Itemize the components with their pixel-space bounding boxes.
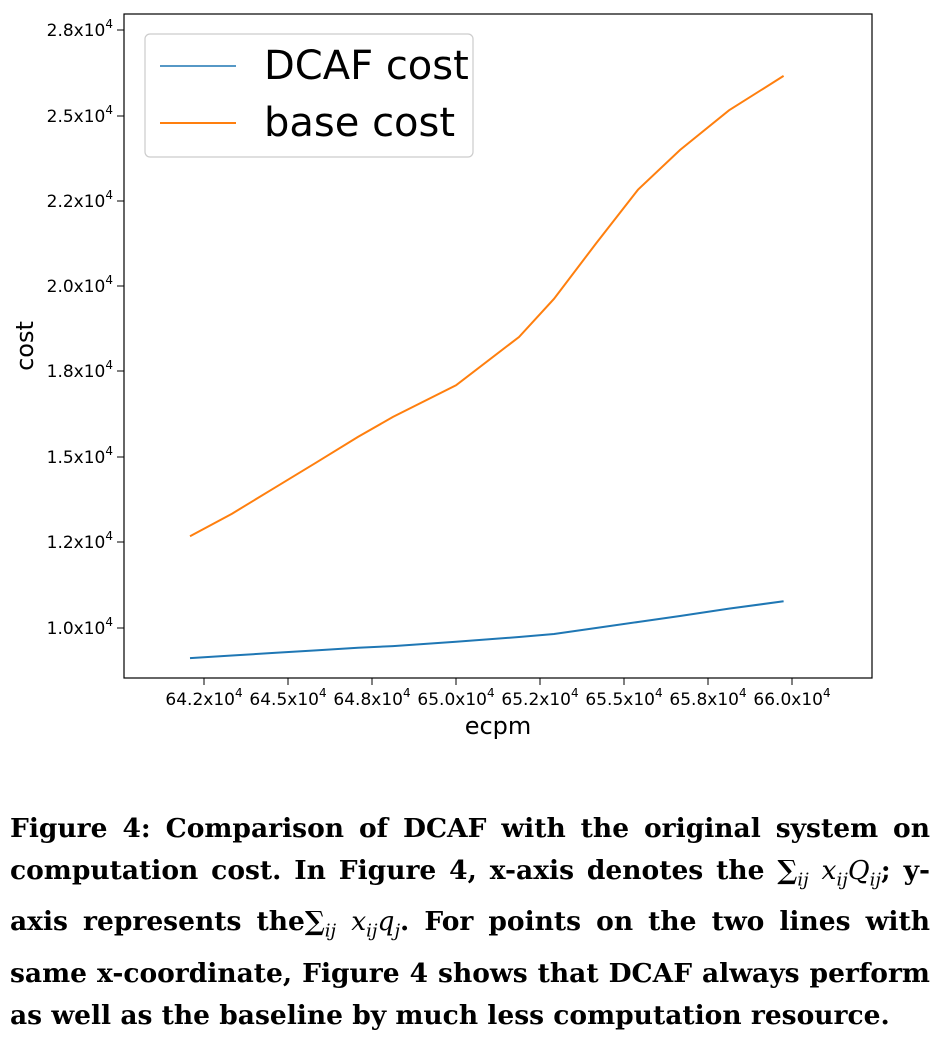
caption-line1: Comparison of DCAF with the original sys… [165, 813, 930, 844]
legend: DCAF cost base cost [144, 33, 474, 158]
x-tick-label: 65.8x104 [669, 686, 746, 710]
y-tick-label: 1.8x104 [47, 358, 113, 382]
legend-label-dcaf: DCAF cost [264, 43, 469, 89]
y-axis-label: cost [11, 321, 39, 371]
caption-label: Figure 4: [10, 813, 151, 844]
caption-line6: resource. [750, 999, 890, 1031]
series-line-base [189, 75, 785, 538]
x-tick-label: 66.0x104 [753, 686, 830, 710]
plot-frame [123, 13, 873, 679]
caption-line3: y-axis represents the [10, 855, 931, 938]
series-line-dcaf [189, 600, 784, 660]
y-tick-label: 2.0x104 [47, 273, 113, 297]
caption-line4: with same x-coordinate, Figure 4 shows t… [10, 906, 930, 989]
series-lines [189, 75, 785, 660]
legend-box [144, 33, 474, 158]
x-tick-label: 64.8x104 [333, 686, 410, 710]
caption-line3-rest: . For points on the two lines [400, 906, 851, 938]
x-axis-label: ecpm [465, 712, 532, 740]
y-tick-label: 1.5x104 [47, 444, 113, 468]
y-tick-label: 1.0x104 [47, 615, 113, 639]
x-axis-ticks: 64.2x104 64.5x104 64.8x104 65.0x104 65.2x104… [165, 678, 831, 710]
y-axis-ticks: 1.0x104 1.2x104 1.5x104 1.8x104 2.0x104 2.2x1… [47, 17, 124, 639]
x-tick-label: 65.2x104 [501, 686, 578, 710]
y-tick-label: 2.8x104 [47, 17, 113, 41]
y-tick-label: 2.5x104 [47, 103, 113, 127]
y-tick-label: 2.2x104 [47, 188, 113, 212]
x-tick-label: 64.5x104 [249, 686, 326, 710]
line-chart: 64.2x104 64.5x104 64.8x104 65.0x104 65.2x104… [11, 13, 873, 740]
caption-line5: perform as well as the baseline by much … [10, 957, 930, 1031]
y-tick-label: 1.2x104 [47, 529, 113, 553]
legend-label-base: base cost [264, 100, 455, 146]
caption-math-sum-Q: ∑ij xijQij; [777, 855, 891, 891]
x-tick-label: 65.0x104 [417, 686, 494, 710]
x-tick-label: 65.5x104 [585, 686, 662, 710]
x-tick-label: 64.2x104 [165, 686, 242, 710]
figure-caption: Figure 4: Comparison of DCAF with the or… [10, 808, 930, 1037]
caption-math-sum-q: ∑ij xijqj [304, 906, 401, 942]
caption-line2: computation cost. In Figure 4, x-axis de… [10, 855, 765, 886]
